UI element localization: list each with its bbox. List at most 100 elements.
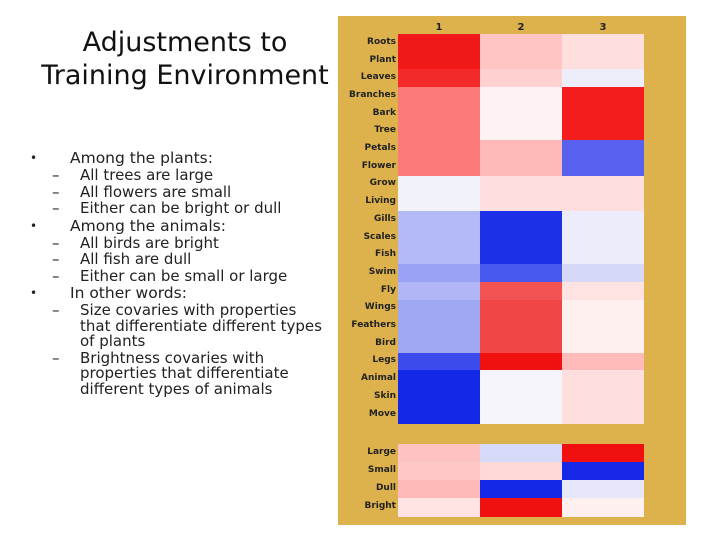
matrix-cell bbox=[398, 246, 480, 265]
matrix-cell bbox=[398, 370, 480, 389]
row-label: Bark bbox=[372, 107, 396, 118]
sub-bullet: – All birds are bright bbox=[30, 233, 330, 252]
matrix-cell bbox=[562, 444, 644, 463]
bullet-summary: • In other words: bbox=[30, 285, 330, 301]
column-header: 3 bbox=[599, 22, 607, 33]
row-label: Wings bbox=[364, 302, 396, 313]
matrix-cell bbox=[562, 352, 644, 371]
sub-bullet-text: Size covaries with properties that diffe… bbox=[80, 301, 322, 350]
matrix-cell bbox=[562, 175, 644, 194]
matrix-cell bbox=[562, 334, 644, 354]
dash-icon: – bbox=[52, 250, 60, 268]
dash-icon: – bbox=[52, 166, 60, 184]
row-label: Large bbox=[367, 447, 396, 457]
column-header: 1 bbox=[435, 22, 443, 33]
matrix-cell bbox=[480, 122, 562, 141]
row-label: Tree bbox=[374, 125, 396, 136]
matrix-cell bbox=[562, 405, 644, 424]
matrix-cell bbox=[480, 211, 562, 230]
bullet-plants: • Among the plants: bbox=[30, 150, 330, 166]
dash-icon: – bbox=[52, 266, 60, 285]
matrix-cell bbox=[480, 69, 562, 88]
matrix-cell bbox=[562, 51, 644, 70]
matrix-cell bbox=[562, 122, 644, 141]
matrix-cell bbox=[480, 405, 562, 424]
matrix-cell bbox=[480, 193, 562, 212]
matrix-cell bbox=[398, 334, 480, 354]
matrix-cell bbox=[562, 281, 644, 301]
matrix-cell bbox=[480, 175, 562, 194]
matrix-cell bbox=[398, 175, 480, 194]
matrix-cell bbox=[480, 87, 562, 106]
matrix-cell bbox=[480, 228, 562, 247]
matrix-cell bbox=[480, 104, 562, 124]
matrix-cell bbox=[562, 34, 644, 53]
matrix-cell bbox=[562, 480, 644, 499]
matrix-cell bbox=[562, 211, 644, 230]
bullet-animals: • Among the animals: bbox=[30, 218, 330, 234]
matrix-cell bbox=[398, 87, 480, 106]
column-header: 2 bbox=[517, 22, 525, 33]
matrix-cell bbox=[480, 299, 562, 318]
matrix-cell bbox=[398, 211, 480, 230]
matrix-cell bbox=[480, 352, 562, 371]
matrix-cell bbox=[480, 388, 562, 407]
sub-bullet-text: All flowers are small bbox=[80, 182, 232, 201]
matrix-cell bbox=[398, 498, 480, 517]
matrix-cell bbox=[480, 334, 562, 354]
matrix-cell bbox=[480, 157, 562, 177]
matrix-cell bbox=[562, 193, 644, 212]
bullet-text: Among the animals: bbox=[70, 216, 226, 235]
matrix-cell bbox=[398, 352, 480, 371]
matrix-cell bbox=[398, 122, 480, 141]
sub-bullet: – All flowers are small bbox=[30, 182, 330, 201]
sub-bullet: – Brightness covaries with properties tha… bbox=[30, 348, 330, 398]
matrix-cell bbox=[398, 193, 480, 212]
row-label: Fly bbox=[380, 284, 396, 295]
row-label: Feathers bbox=[351, 320, 396, 331]
dash-icon: – bbox=[52, 233, 60, 252]
sub-bullet: – Size covaries with properties that diff… bbox=[30, 301, 330, 350]
sub-bullet-text: Either can be bright or dull bbox=[80, 199, 282, 217]
matrix-cell bbox=[562, 228, 644, 247]
matrix-cell bbox=[398, 51, 480, 70]
bullet-dot-icon: • bbox=[30, 286, 38, 300]
matrix-cell bbox=[480, 370, 562, 389]
bullet-list: • Among the plants: – All trees are large … bbox=[30, 150, 330, 398]
matrix-cell bbox=[398, 34, 480, 53]
row-label: Fish bbox=[375, 249, 396, 260]
bullet-text: In other words: bbox=[70, 284, 187, 302]
sub-bullet: – Either can be bright or dull bbox=[30, 199, 330, 217]
matrix-cell bbox=[480, 140, 562, 159]
matrix-cell bbox=[562, 299, 644, 318]
row-label: Skin bbox=[374, 390, 396, 401]
matrix-cell bbox=[398, 480, 480, 499]
matrix-cell bbox=[398, 299, 480, 318]
matrix-cell bbox=[398, 157, 480, 177]
row-label: Roots bbox=[367, 36, 396, 47]
matrix-cell bbox=[398, 140, 480, 159]
matrix-cell bbox=[398, 228, 480, 247]
dash-icon: – bbox=[52, 301, 60, 319]
bullet-dot-icon: • bbox=[30, 151, 38, 165]
row-label: Animal bbox=[361, 373, 396, 384]
row-label: Plant bbox=[369, 54, 396, 65]
matrix-cell bbox=[480, 51, 562, 70]
matrix-cell bbox=[562, 264, 644, 283]
dash-icon: – bbox=[52, 199, 60, 217]
matrix-cell bbox=[398, 104, 480, 124]
matrix-cell bbox=[398, 405, 480, 424]
row-label: Bird bbox=[375, 337, 396, 348]
row-label: Gills bbox=[374, 213, 396, 224]
sub-bullet-text: Brightness covaries with properties that… bbox=[80, 348, 289, 398]
matrix-cell bbox=[562, 104, 644, 124]
row-label: Move bbox=[368, 408, 396, 419]
sub-bullet-text: All fish are dull bbox=[80, 250, 192, 268]
sub-bullet: – Either can be small or large bbox=[30, 266, 330, 285]
matrix-cell bbox=[480, 317, 562, 336]
matrix-cell bbox=[562, 388, 644, 407]
row-label: Leaves bbox=[360, 72, 396, 83]
row-label: Petals bbox=[364, 143, 396, 154]
matrix-cell bbox=[398, 388, 480, 407]
matrix-cell bbox=[398, 317, 480, 336]
